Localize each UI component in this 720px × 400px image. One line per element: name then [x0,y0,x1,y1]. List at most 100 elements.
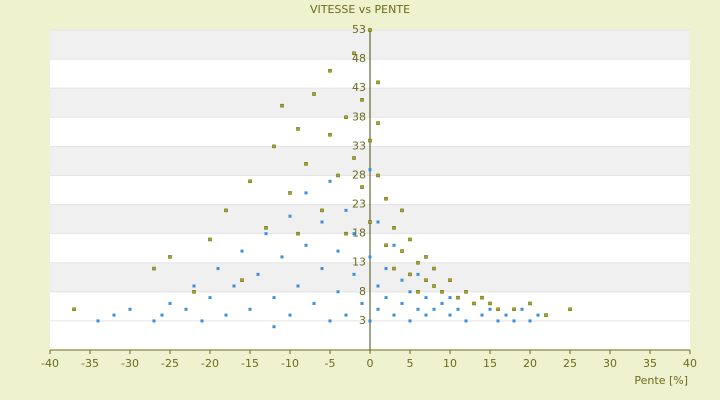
point [184,307,188,311]
y-tick-label: 23 [352,198,366,211]
point [488,301,492,306]
point [336,173,340,178]
point [352,51,356,56]
y-tick-label: 18 [352,227,366,240]
point [400,249,404,253]
point [280,103,284,108]
point [264,226,268,230]
y-tick-label: 53 [352,23,366,36]
point [160,313,164,317]
point [312,92,316,96]
point [496,307,500,312]
point [224,313,228,317]
point [208,296,212,300]
point [344,115,348,120]
point [328,68,332,73]
point [544,313,548,317]
point [256,272,260,276]
point [288,191,292,195]
point [152,319,156,323]
y-tick-label: 38 [352,110,366,123]
point [264,232,268,236]
point [272,296,276,300]
point [512,307,516,312]
x-tick-label: -15 [241,357,259,370]
point [488,307,492,311]
point [472,301,476,306]
point [216,267,220,271]
point [392,243,396,247]
point [496,319,500,323]
x-tick-label: 5 [407,357,414,370]
point [304,162,308,166]
point [384,243,388,248]
point [168,301,172,305]
point [368,319,372,323]
point [152,266,156,271]
x-tick-label: -20 [201,357,219,370]
y-tick-label: 3 [359,314,366,327]
point [440,290,444,294]
point [328,179,332,183]
point [424,278,428,282]
point [368,138,372,143]
point [376,121,380,125]
point [320,220,324,224]
point [336,290,340,294]
point [408,237,412,242]
point [416,272,420,276]
point [360,98,364,102]
point [344,208,348,212]
point [72,307,76,312]
point [200,319,204,323]
point [376,220,380,224]
point [368,168,372,172]
point [360,301,364,305]
point [392,226,396,230]
y-tick-label: 28 [352,168,366,181]
point [240,249,244,253]
point [464,319,468,323]
point [352,156,356,160]
point [416,260,420,265]
point [528,319,532,323]
point [296,231,300,236]
point [296,127,300,131]
point [280,255,284,259]
point [320,208,324,213]
point [320,267,324,271]
point [272,144,276,149]
point [248,179,252,184]
point [416,307,420,311]
x-tick-label: -25 [161,357,179,370]
x-axis-label: Pente [%] [634,374,688,387]
point [424,255,428,259]
point [328,132,332,137]
point [224,208,228,213]
point [480,313,484,317]
point [456,307,460,311]
chart-title: VITESSE vs PENTE [310,3,410,16]
point [192,284,196,288]
point [464,290,468,294]
point [368,255,372,259]
x-tick-label: -10 [281,357,299,370]
point [424,313,428,317]
x-tick-label: 15 [483,357,497,370]
point [432,266,436,271]
point [352,232,356,236]
point [288,313,292,317]
point [432,284,436,288]
y-tick-label: 48 [352,52,366,65]
y-tick-label: 8 [359,285,366,298]
point [304,191,308,195]
point [448,296,452,300]
point [456,295,460,300]
point [344,313,348,317]
point [408,272,412,277]
point [480,295,484,300]
point [312,301,316,305]
point [304,243,308,247]
y-tick-label: 13 [352,256,366,269]
